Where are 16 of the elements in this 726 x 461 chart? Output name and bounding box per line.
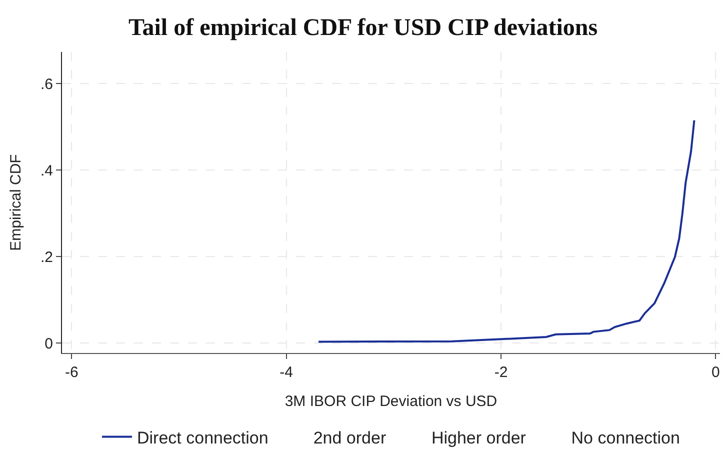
legend-label: Direct connection bbox=[137, 428, 268, 448]
line-series bbox=[318, 119, 696, 343]
y-axis-title: Empirical CDF bbox=[8, 154, 25, 251]
x-tick-label: -6 bbox=[64, 364, 78, 381]
y-tick-label: 0 bbox=[44, 335, 53, 352]
y-tick-label: .4 bbox=[40, 162, 53, 180]
text: 2nd order bbox=[313, 428, 386, 448]
y-tick-label: .2 bbox=[40, 248, 53, 266]
x-tick-label: -4 bbox=[280, 364, 294, 381]
text: No connection bbox=[571, 428, 680, 448]
y-tick-label: .6 bbox=[40, 76, 53, 93]
chart-title: Tail of empirical CDF for USD CIP deviations bbox=[128, 15, 598, 42]
text: Higher order bbox=[431, 428, 526, 448]
x-tick-label: -2 bbox=[494, 364, 508, 381]
x-axis-title: 3M IBOR CIP Deviation vs USD bbox=[284, 393, 498, 410]
x-tick-label: 0 bbox=[712, 364, 720, 381]
